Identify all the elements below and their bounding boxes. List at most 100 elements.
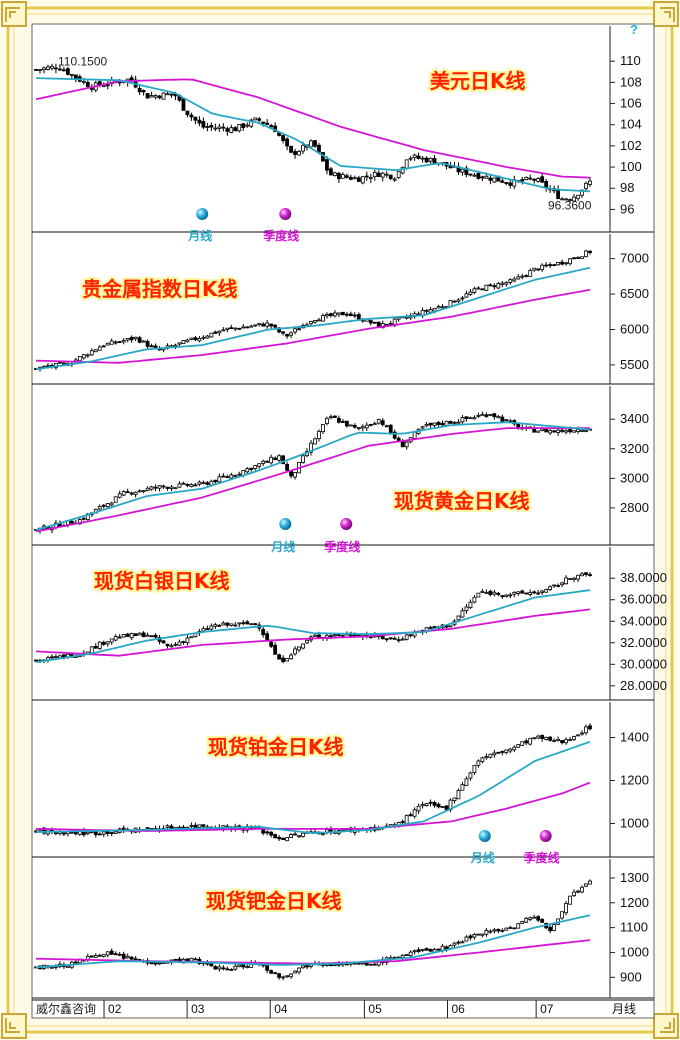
candle-body [504, 749, 509, 754]
candle-body [588, 725, 592, 730]
candle-body [424, 803, 429, 806]
candle-body [225, 968, 230, 971]
candle-body [233, 127, 238, 132]
candle-body [348, 176, 353, 180]
candle-body [293, 472, 297, 478]
panel-title: 现货铂金日K线 [208, 735, 344, 759]
candle-body [468, 291, 473, 295]
candle-body [193, 824, 198, 828]
candle-body [452, 942, 457, 946]
candle-body [404, 954, 409, 957]
candle-body [285, 464, 289, 471]
candle-body [580, 256, 584, 259]
candle-body [73, 74, 78, 79]
candle-body [520, 590, 525, 594]
candle-body [540, 918, 545, 923]
candle-body [400, 638, 405, 641]
candle-body [313, 438, 317, 445]
candle-body [568, 895, 572, 905]
candle-body [169, 93, 174, 96]
candle-body [424, 309, 429, 312]
candle-body [145, 634, 150, 637]
candle-body [408, 634, 413, 637]
candle-body [89, 955, 94, 958]
candle-body [584, 883, 588, 887]
candle-body [556, 585, 561, 587]
candle-body [289, 834, 293, 839]
candle-body [205, 335, 210, 339]
corner-ornament-bottom-left [1, 1013, 27, 1039]
candle-body [388, 424, 393, 434]
candle-body [169, 486, 174, 489]
candle-body [432, 158, 437, 164]
candle-body [380, 172, 385, 178]
candle-body [460, 297, 465, 300]
x-tick-label: 02 [108, 1002, 122, 1016]
candle-body [265, 965, 270, 971]
candle-body [580, 886, 584, 893]
candle-body [93, 349, 98, 353]
candle-body [277, 973, 282, 978]
candle-body [161, 92, 166, 100]
candle-body [556, 429, 561, 433]
candle-body [177, 342, 182, 345]
y-tick-label: 110 [620, 53, 641, 68]
candle-body [38, 69, 42, 71]
candle-body [420, 157, 425, 160]
candle-body [548, 926, 553, 932]
y-tick-label: 7000 [620, 251, 649, 266]
candle-body [277, 455, 282, 461]
y-tick-label: 104 [620, 117, 642, 132]
candle-body [137, 632, 142, 636]
candle-body [552, 430, 557, 433]
candle-body [201, 628, 206, 632]
candle-body [360, 962, 365, 965]
candle-body [225, 327, 230, 330]
candle-body [101, 831, 106, 835]
candle-body [572, 577, 576, 580]
candle-body [34, 659, 38, 662]
candle-body [356, 314, 361, 321]
candle-body [364, 424, 369, 429]
candle-body [476, 414, 481, 417]
candle-body [85, 81, 90, 88]
y-tick-label: 1100 [620, 920, 648, 935]
candle-body [149, 486, 154, 490]
candle-body [209, 963, 214, 967]
candle-body [564, 577, 568, 585]
candle-body [576, 428, 580, 432]
candle-body [245, 966, 250, 968]
candle-body [384, 638, 389, 641]
quarter-line-legend-ball [279, 208, 292, 220]
candle-body [368, 320, 373, 324]
candle-body [568, 429, 572, 433]
candle-body [536, 430, 541, 433]
candle-body [372, 423, 377, 425]
candle-body [297, 328, 301, 331]
help-icon[interactable]: ? [630, 22, 638, 37]
candle-body [265, 831, 270, 834]
candle-body [560, 261, 565, 265]
candle-body [352, 177, 357, 180]
candle-body [396, 317, 401, 320]
candle-body [129, 336, 134, 341]
candle-body [456, 790, 461, 800]
candle-body [205, 482, 210, 485]
candle-body [340, 421, 345, 423]
candle-body [209, 332, 214, 338]
candle-body [476, 933, 481, 936]
candle-body [185, 339, 190, 343]
candle-body [229, 969, 234, 971]
candle-body [141, 632, 146, 638]
y-tick-label: 38.0000 [620, 570, 667, 585]
candle-body [289, 470, 293, 477]
candle-body [46, 66, 50, 70]
candle-body [193, 958, 198, 961]
candle-body [313, 319, 317, 323]
candle-body [317, 431, 321, 440]
candle-body [372, 321, 377, 324]
y-tick-label: 108 [620, 74, 642, 89]
candle-body [524, 176, 529, 181]
candle-body [388, 174, 393, 180]
candle-body [313, 634, 317, 637]
